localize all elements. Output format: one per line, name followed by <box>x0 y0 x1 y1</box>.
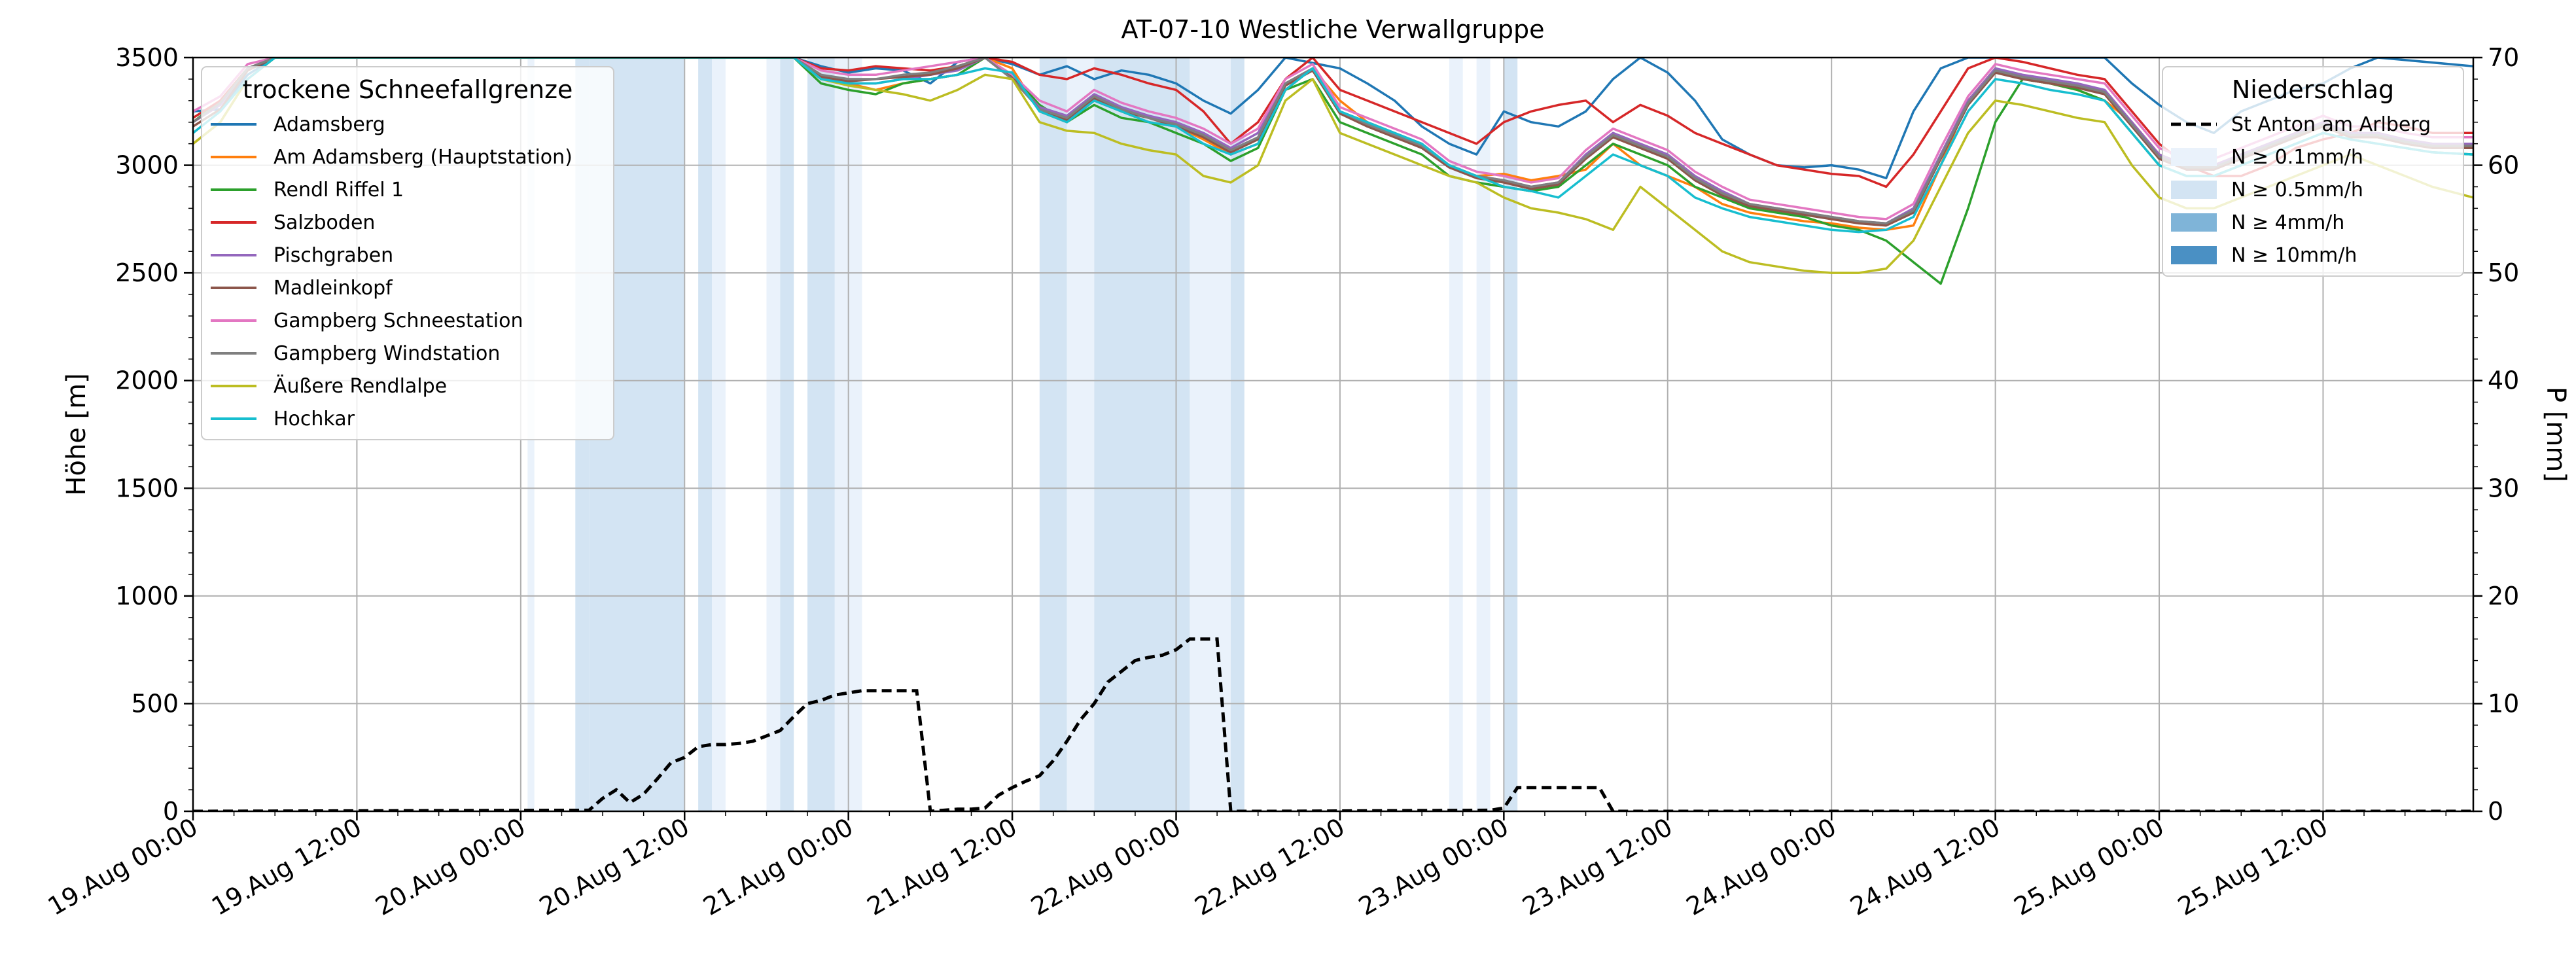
y-tick-label-7: 3500 <box>115 43 179 72</box>
precip-shade-band-10 <box>1067 58 1095 811</box>
legend-right-swatch-0 <box>2171 148 2217 166</box>
legend-right: Niederschlag St Anton am Arlberg N ≥ 0.1… <box>2162 66 2464 277</box>
legend-right-frame <box>2162 66 2464 277</box>
legend-left-label-4: Pischgraben <box>273 244 393 267</box>
y-tick-label-1: 500 <box>131 689 179 718</box>
y-tick-label-4: 2000 <box>115 366 179 395</box>
y-tick-label-5: 2500 <box>115 258 179 287</box>
legend-left-label-5: Madleinkopf <box>273 277 393 300</box>
legend-right-line-label: St Anton am Arlberg <box>2231 113 2431 136</box>
y2-tick-label-1: 10 <box>2488 689 2519 718</box>
legend-right-label-3: N ≥ 10mm/h <box>2231 244 2357 267</box>
precip-shade-band-6 <box>780 58 794 811</box>
y-tick-label-6: 3000 <box>115 151 179 180</box>
legend-right-label-0: N ≥ 0.1mm/h <box>2231 146 2363 169</box>
legend-left-title: trockene Schneefallgrenze <box>243 75 573 104</box>
legend-left-label-8: Äußere Rendlalpe <box>273 374 447 398</box>
y2-tick-label-6: 60 <box>2488 151 2519 180</box>
legend-left-frame <box>201 66 614 440</box>
legend-left: trockene Schneefallgrenze Adamsberg Am Ad… <box>201 66 614 440</box>
legend-left-label-2: Rendl Riffel 1 <box>273 179 404 202</box>
precip-shade-band-7 <box>807 58 835 811</box>
y-axis-label: Höhe [m] <box>62 373 92 495</box>
precip-shade-band-12 <box>1190 58 1231 811</box>
y2-axis-label: P [mm] <box>2541 387 2571 482</box>
y2-tick-label-4: 40 <box>2488 366 2519 395</box>
legend-right-swatch-3 <box>2171 246 2217 264</box>
y-tick-label-2: 1000 <box>115 582 179 610</box>
y2-tick-label-7: 70 <box>2488 43 2519 72</box>
y2-tick-label-5: 50 <box>2488 258 2519 287</box>
y2-tick-label-0: 0 <box>2488 797 2503 826</box>
legend-right-title: Niederschlag <box>2232 75 2394 104</box>
precip-line <box>193 637 2473 811</box>
legend-left-label-3: Salzboden <box>273 211 375 234</box>
legend-right-label-1: N ≥ 0.5mm/h <box>2231 179 2363 202</box>
precip-series <box>193 637 2473 811</box>
legend-right-swatch-2 <box>2171 213 2217 232</box>
legend-left-label-6: Gampberg Schneestation <box>273 309 523 332</box>
precip-shade-band-15 <box>1476 58 1491 811</box>
legend-left-label-7: Gampberg Windstation <box>273 342 500 365</box>
legend-left-label-9: Hochkar <box>273 408 355 431</box>
y2-tick-label-3: 30 <box>2488 474 2519 502</box>
y-tick-label-3: 1500 <box>115 474 179 502</box>
precip-shade-band-14 <box>1449 58 1463 811</box>
precip-shade-band-13 <box>1230 58 1244 811</box>
chart-title: AT-07-10 Westliche Verwallgruppe <box>1121 15 1545 44</box>
precip-shade-band-9 <box>1039 58 1067 811</box>
precip-shade-band-4 <box>711 58 726 811</box>
precip-shade-band-5 <box>766 58 781 811</box>
y2-tick-label-2: 20 <box>2488 582 2519 610</box>
y-tick-label-0: 0 <box>163 797 179 826</box>
legend-right-entries: N ≥ 0.1mm/h N ≥ 0.5mm/h N ≥ 4mm/h N ≥ 10mm/… <box>2171 146 2363 267</box>
legend-left-entries: Adamsberg Am Adamsberg (Hauptstation) Rend… <box>211 113 573 431</box>
plot-frame <box>192 56 2475 813</box>
legend-right-swatch-1 <box>2171 181 2217 199</box>
precip-shade-band-16 <box>1504 58 1518 811</box>
precip-shade-band-11 <box>1094 58 1190 811</box>
legend-left-label-0: Adamsberg <box>273 113 385 136</box>
legend-left-label-1: Am Adamsberg (Hauptstation) <box>273 146 573 169</box>
precip-shade-band-3 <box>698 58 712 811</box>
legend-right-label-2: N ≥ 4mm/h <box>2231 211 2344 234</box>
